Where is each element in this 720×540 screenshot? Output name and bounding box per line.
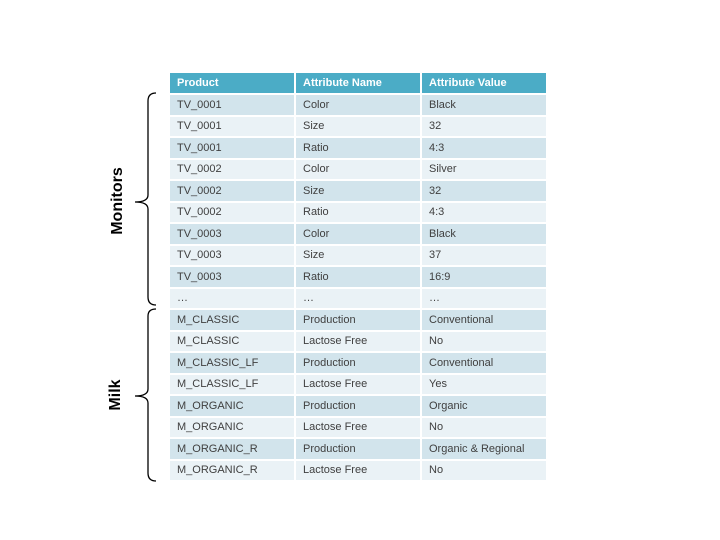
group-label-milk: Milk [107,379,124,411]
attributes-table: Product Attribute Name Attribute Value T… [168,71,548,482]
attribute-value-cell: Black [422,95,546,115]
table-body: TV_0001 Color Black TV_0001 Size 32 TV_0… [170,95,546,480]
product-cell: TV_0003 [170,224,294,244]
attribute-name-cell: Production [296,396,420,416]
attribute-name-cell: Lactose Free [296,460,420,480]
table-row: TV_0001 Color Black [170,95,546,115]
table-row: … … … [170,288,546,308]
table-row: M_ORGANIC_R Lactose Free No [170,460,546,480]
table-row: TV_0003 Ratio 16:9 [170,267,546,287]
attribute-value-cell: 32 [422,116,546,136]
group-label-monitors: Monitors [109,167,126,235]
attribute-name-cell: Size [296,116,420,136]
table-row: TV_0002 Ratio 4:3 [170,202,546,222]
table-row: M_ORGANIC Production Organic [170,396,546,416]
attribute-name-cell: … [296,288,420,308]
table-row: M_ORGANIC_R Production Organic & Regiona… [170,439,546,459]
product-cell: M_CLASSIC_LF [170,353,294,373]
attribute-value-cell: … [422,288,546,308]
product-cell: TV_0002 [170,181,294,201]
product-cell: TV_0001 [170,138,294,158]
attribute-value-cell: No [422,460,546,480]
product-cell: TV_0003 [170,267,294,287]
attribute-name-cell: Lactose Free [296,417,420,437]
attribute-name-cell: Production [296,310,420,330]
table-row: M_CLASSIC Lactose Free No [170,331,546,351]
attribute-value-cell: Black [422,224,546,244]
attribute-name-cell: Color [296,159,420,179]
attribute-value-cell: 4:3 [422,202,546,222]
table-row: TV_0001 Ratio 4:3 [170,138,546,158]
table-row: TV_0002 Size 32 [170,181,546,201]
table-row: M_CLASSIC Production Conventional [170,310,546,330]
attribute-name-cell: Ratio [296,202,420,222]
table-row: TV_0003 Color Black [170,224,546,244]
column-header-product: Product [170,73,294,93]
attribute-value-cell: 4:3 [422,138,546,158]
attribute-name-cell: Lactose Free [296,331,420,351]
attribute-value-cell: Organic [422,396,546,416]
table-row: M_ORGANIC Lactose Free No [170,417,546,437]
product-cell: TV_0001 [170,95,294,115]
attribute-value-cell: No [422,331,546,351]
header-row: Product Attribute Name Attribute Value [170,73,546,93]
product-cell: TV_0002 [170,159,294,179]
attribute-name-cell: Ratio [296,267,420,287]
table-row: TV_0002 Color Silver [170,159,546,179]
attribute-value-cell: Yes [422,374,546,394]
product-cell: M_CLASSIC_LF [170,374,294,394]
attribute-name-cell: Lactose Free [296,374,420,394]
attribute-value-cell: 16:9 [422,267,546,287]
product-cell: TV_0002 [170,202,294,222]
attribute-value-cell: Organic & Regional [422,439,546,459]
product-cell: TV_0001 [170,116,294,136]
product-cell: M_ORGANIC [170,396,294,416]
product-cell: M_ORGANIC_R [170,439,294,459]
attribute-name-cell: Color [296,95,420,115]
column-header-attribute-name: Attribute Name [296,73,420,93]
table-header: Product Attribute Name Attribute Value [170,73,546,93]
attribute-value-cell: Conventional [422,353,546,373]
attribute-value-cell: Conventional [422,310,546,330]
product-cell: M_ORGANIC_R [170,460,294,480]
column-header-attribute-value: Attribute Value [422,73,546,93]
attribute-name-cell: Color [296,224,420,244]
attribute-value-cell: 32 [422,181,546,201]
table-row: TV_0001 Size 32 [170,116,546,136]
product-cell: … [170,288,294,308]
table-row: TV_0003 Size 37 [170,245,546,265]
attribute-name-cell: Production [296,439,420,459]
table-row: M_CLASSIC_LF Lactose Free Yes [170,374,546,394]
attribute-name-cell: Size [296,181,420,201]
attribute-value-cell: 37 [422,245,546,265]
attribute-name-cell: Production [296,353,420,373]
product-cell: M_CLASSIC [170,331,294,351]
product-cell: M_ORGANIC [170,417,294,437]
attribute-value-cell: No [422,417,546,437]
attribute-value-cell: Silver [422,159,546,179]
product-cell: M_CLASSIC [170,310,294,330]
attribute-name-cell: Ratio [296,138,420,158]
product-cell: TV_0003 [170,245,294,265]
attribute-name-cell: Size [296,245,420,265]
table-row: M_CLASSIC_LF Production Conventional [170,353,546,373]
